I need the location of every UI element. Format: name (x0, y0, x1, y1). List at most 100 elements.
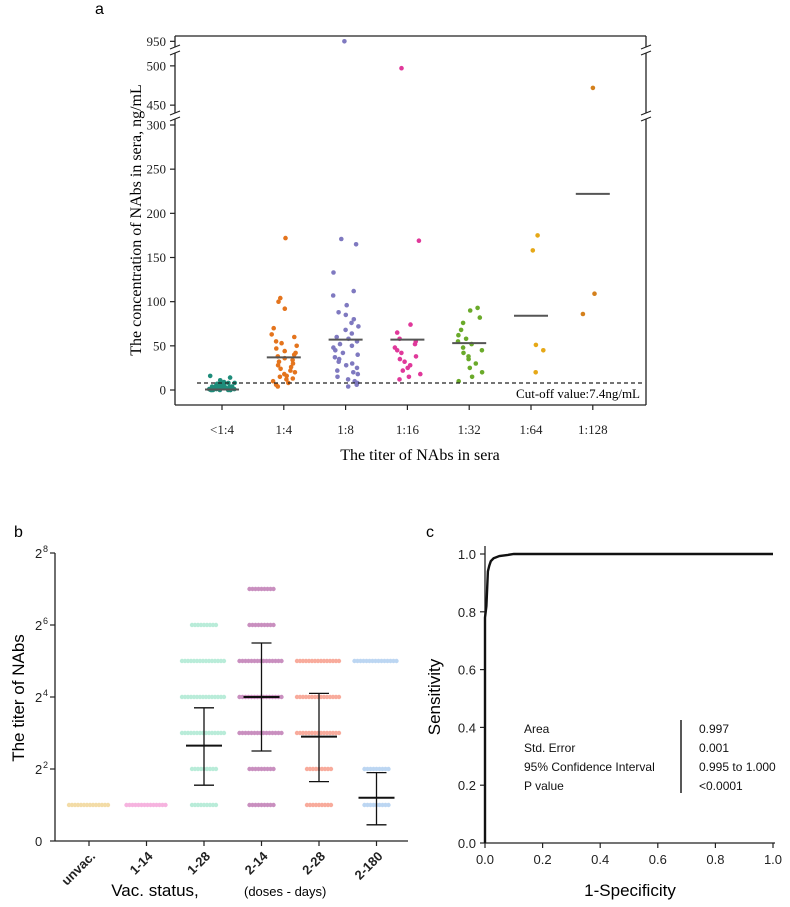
data-point-14 (217, 378, 223, 383)
data-point-14 (207, 373, 213, 379)
y-tick-exponent: 4 (43, 688, 48, 698)
panel-b-ylabel: The titer of NAbs (9, 634, 28, 762)
data-point-2-28 (336, 730, 342, 736)
y-tick-label: 950 (147, 34, 167, 49)
data-point-18 (353, 242, 359, 247)
axis-break-gap (640, 113, 652, 119)
data-point-132 (460, 345, 466, 350)
data-point-14 (274, 346, 279, 351)
data-point-18 (333, 348, 338, 353)
axis-break-mark (169, 50, 181, 56)
data-point-14 (227, 375, 233, 380)
data-point-18 (349, 343, 355, 349)
data-point-116 (405, 365, 411, 371)
data-point-132 (460, 320, 466, 326)
data-point-14 (209, 384, 215, 389)
data-point-18 (345, 377, 351, 382)
data-point-14 (275, 363, 281, 368)
data-point-18 (343, 312, 349, 318)
data-point-18 (340, 350, 346, 356)
panel-c-axes: 0.0 0.2 0.4 0.6 0.8 1.0 0.0 0.2 0.4 0.6 0.8 1.0 (458, 546, 782, 867)
y-tick-label: 0.0 (458, 836, 476, 851)
data-point-116 (394, 330, 400, 335)
data-point-2-28 (336, 694, 342, 700)
data-point-2-28 (328, 766, 334, 772)
data-point-132 (463, 336, 469, 342)
panel-c: c 0.0 0.2 0.4 0.6 0.8 1.0 0.0 0.2 0.4 0.6 0.8 1.0 A… (425, 524, 782, 900)
data-point-14 (288, 364, 294, 370)
data-point-14 (292, 334, 297, 340)
axis-break-mark (169, 116, 181, 122)
axis-break-gap (169, 47, 181, 53)
y-tick-label: 0.6 (458, 663, 476, 678)
panel-b-label: b (14, 524, 23, 541)
data-point-1-14 (163, 802, 168, 808)
y-tick-label: 150 (147, 250, 167, 265)
data-point-14 (284, 377, 289, 382)
panel-a-xlabel: The titer of NAbs in sera (340, 447, 500, 464)
panel-b-errorbars (186, 642, 395, 826)
y-tick-label: 0.8 (458, 605, 476, 620)
data-point-116 (406, 374, 412, 380)
data-point-18 (332, 355, 338, 360)
axis-break-mark (640, 110, 652, 116)
data-point-18 (335, 368, 340, 373)
data-point-132 (475, 305, 480, 311)
y-tick-label: 100 (147, 294, 167, 309)
data-point-18 (345, 384, 351, 389)
data-point-14 (284, 373, 290, 379)
data-point-14 (276, 299, 281, 305)
data-point-14 (288, 368, 293, 373)
roc-curve (483, 552, 773, 843)
data-point-14 (282, 306, 288, 312)
panel-c-label: c (426, 524, 434, 541)
y-tick-label: 450 (147, 98, 167, 113)
axis-break-gap (169, 113, 181, 119)
data-point-18 (335, 374, 340, 380)
data-point-14 (279, 340, 284, 346)
y-tick-label: 2 (35, 690, 42, 705)
x-tick-label: unvac. (58, 849, 98, 889)
data-point-116 (402, 359, 407, 365)
data-point-18 (351, 288, 357, 294)
data-point-14 (290, 376, 296, 381)
data-point-132 (479, 348, 485, 353)
data-point-14 (229, 384, 235, 389)
x-tick-label: <1:4 (210, 422, 234, 437)
data-point-2-14 (271, 766, 276, 772)
data-point-1-28 (213, 802, 219, 808)
data-point-164 (535, 233, 540, 238)
data-point-116 (399, 350, 404, 356)
stat-label: Area (524, 722, 550, 736)
x-tick-label: 1:4 (275, 422, 292, 437)
axis-break-mark (169, 110, 181, 116)
data-point-164 (541, 348, 546, 353)
data-point-18 (336, 310, 341, 315)
stat-value: <0.0001 (699, 779, 743, 793)
data-point-18 (343, 327, 348, 333)
x-tick-label: 1:128 (578, 422, 608, 437)
y-tick-label: 200 (147, 206, 167, 221)
x-tick-label: 2-14 (242, 848, 272, 878)
data-point-14 (291, 352, 297, 358)
x-tick-label: 0.2 (534, 852, 552, 867)
data-point-18 (355, 352, 361, 358)
data-point-132 (473, 361, 479, 366)
data-point-2-180 (394, 658, 399, 664)
data-point-2-14 (279, 694, 284, 700)
x-tick-label: 0.8 (706, 852, 724, 867)
data-point-116 (394, 348, 400, 353)
data-point-164 (533, 370, 538, 375)
panel-c-xlabel: 1-Specificity (584, 881, 676, 900)
data-point-116 (408, 322, 413, 327)
stat-value: 0.001 (699, 741, 729, 755)
y-tick-label: 0 (160, 383, 167, 398)
data-point-2-14 (271, 802, 276, 808)
data-point-18 (349, 320, 354, 326)
data-point-2-28 (328, 802, 334, 808)
data-point-116 (397, 377, 402, 382)
data-point-1-28 (213, 766, 219, 772)
data-point-18 (342, 39, 347, 44)
